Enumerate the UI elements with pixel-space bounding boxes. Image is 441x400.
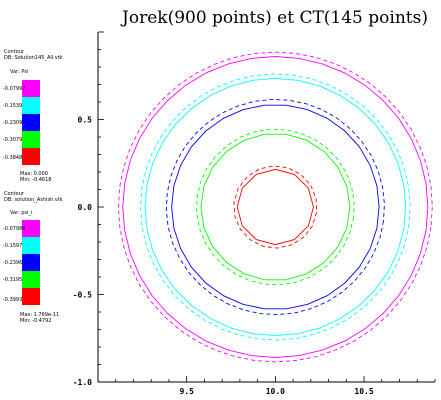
- contour-dashed-4: [233, 165, 318, 249]
- legend-2-level-5: -0.3993: [3, 297, 23, 303]
- contour-dashed-1: [140, 73, 411, 341]
- legend-1-level-1: -0.07997: [3, 86, 26, 92]
- legend-2-header: Contour: [4, 191, 24, 197]
- x-tick-label: 10.5: [354, 387, 373, 396]
- legend-1-min: Min: -0.4618: [20, 177, 52, 183]
- x-tick-label: 10.0: [266, 387, 285, 396]
- chart-title: Jorek(900 points) et CT(145 points): [122, 8, 428, 28]
- legend-2-swatch-4: [22, 271, 40, 288]
- plot-axes: 9.5 10.0 10.5 0.5 0.0 -0.5 -1.0: [73, 31, 436, 396]
- legend-1-swatch-4: [22, 131, 40, 148]
- legend-1-level-4: -0.3079: [3, 137, 23, 143]
- contour-dashed-2: [165, 98, 385, 316]
- y-tick-label: 0.5: [78, 116, 93, 125]
- contour-dashed-0: [117, 51, 433, 363]
- legend-1-db: DB: Solution145_All.vtk: [4, 55, 63, 61]
- contour-lines: [117, 51, 433, 363]
- legend-1-swatch-1: [22, 80, 40, 97]
- legend-2-db: DB: solution_Ashish.vtk: [4, 197, 63, 203]
- legend-1-level-5: -0.3848: [3, 155, 23, 161]
- legend-1-swatch-3: [22, 114, 40, 131]
- legend-1-var: Var: Psi: [10, 69, 29, 75]
- legend-2-swatch-2: [22, 237, 40, 254]
- legend-2-swatch-3: [22, 254, 40, 271]
- contour-solid-4: [236, 168, 314, 246]
- legend-2-level-4: -0.3195: [3, 277, 23, 283]
- y-tick-label: -0.5: [73, 291, 92, 300]
- x-tick-label: 9.5: [179, 387, 194, 396]
- legend-1-swatch-5: [22, 148, 40, 165]
- legend-2-min: Min: -0.4792: [20, 318, 52, 324]
- legend-1-max: Max: 0.000: [20, 171, 48, 177]
- legend-1-level-3: -0.2309: [3, 120, 23, 126]
- legend-1-swatch-2: [22, 97, 40, 114]
- legend-2-max: Max: 1.769e-11: [20, 312, 60, 318]
- legend-1-level-2: -0.1539: [3, 103, 23, 109]
- legend-2-level-3: -0.2396: [3, 260, 23, 266]
- contour-solid-3: [200, 133, 351, 281]
- legend-2-swatch-5: [22, 288, 40, 305]
- legend-2-level-1: -0.07986: [3, 226, 26, 232]
- y-tick-label: -1.0: [73, 378, 92, 387]
- contour-solid-2: [171, 104, 380, 310]
- y-tick-label: 0.0: [78, 203, 93, 212]
- contour-dashed-3: [196, 128, 355, 286]
- legend-2-level-2: -0.1597: [3, 243, 23, 249]
- legend-1-header: Contour: [4, 49, 24, 55]
- legend-2-swatch-1: [22, 220, 40, 237]
- contour-solid-0: [122, 56, 429, 358]
- legend-2-var: Var: psi_i: [10, 210, 33, 216]
- contour-solid-1: [144, 77, 407, 337]
